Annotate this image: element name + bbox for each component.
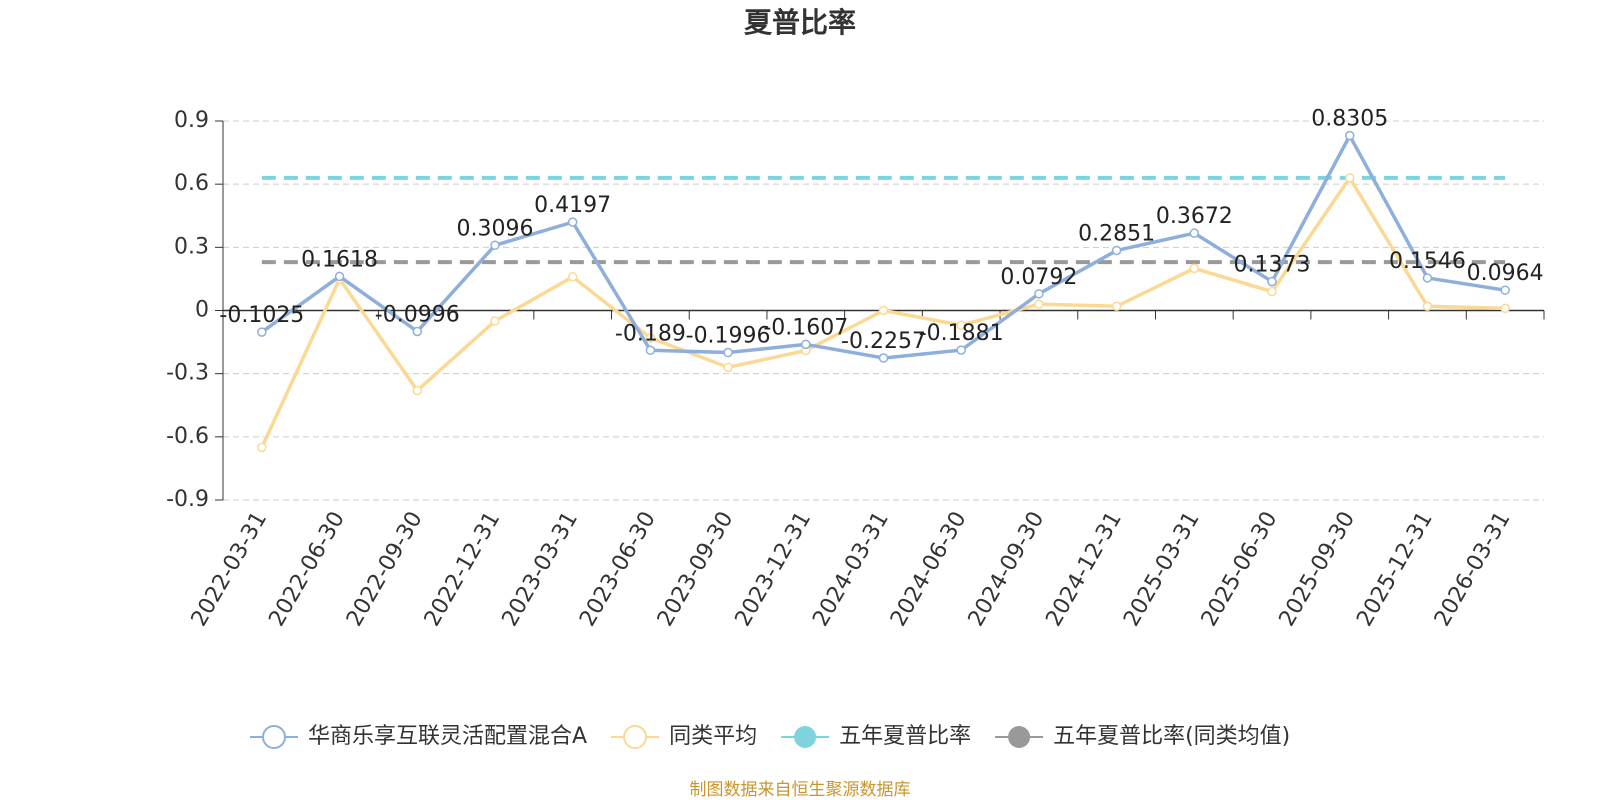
point: [490, 240, 500, 251]
point: [1344, 173, 1355, 183]
legend-item: 五年夏普比率(同类均值): [995, 724, 1290, 749]
point: [1267, 276, 1277, 287]
data-label: 0.1546: [1389, 249, 1466, 274]
point: [257, 442, 267, 453]
point: [1267, 286, 1277, 297]
y-tick-label: 0: [195, 298, 209, 323]
point: [1344, 130, 1355, 141]
point: [878, 353, 889, 363]
point: [956, 345, 966, 355]
point: [723, 362, 733, 373]
point: [1500, 303, 1510, 314]
data-label: 0.1373: [1234, 253, 1311, 278]
point: [412, 326, 423, 337]
data-label: -0.189: [615, 321, 686, 346]
data-label: -0.1881: [919, 321, 1004, 346]
legend-label: 五年夏普比率(同类均值): [1053, 724, 1290, 749]
data-label: 0.3096: [456, 216, 533, 241]
point: [1500, 285, 1510, 295]
legend-label: 华商乐享互联灵活配置混合A: [308, 724, 587, 749]
y-tick-label: 0.6: [174, 171, 209, 196]
x-tick-label: 2024-12-31: [1041, 508, 1127, 631]
data-label: 0.3672: [1156, 204, 1233, 229]
point: [801, 339, 811, 350]
point: [878, 305, 889, 316]
data-label: -0.1996: [686, 324, 771, 349]
y-tick-label: -0.3: [166, 361, 209, 386]
point: [257, 327, 267, 337]
data-label: -0.1025: [219, 303, 304, 328]
x-tick-label: 2022-03-31: [187, 508, 273, 631]
x-tick-label: 2024-03-31: [808, 508, 894, 631]
legend-label: 同类平均: [669, 724, 757, 749]
data-label: 0.0964: [1467, 261, 1544, 286]
point: [1111, 245, 1122, 256]
data-label: -0.0996: [375, 302, 460, 327]
point: [1422, 301, 1433, 312]
point: [490, 316, 500, 326]
x-tick-label: 2022-06-30: [264, 508, 350, 631]
data-label: 0.1618: [301, 247, 378, 272]
x-tick-label: 2023-03-31: [497, 508, 583, 631]
legend-item: 五年夏普比率: [781, 724, 971, 749]
legend-marker: [794, 726, 817, 748]
y-tick-label: 0.3: [174, 234, 209, 259]
point: [412, 385, 423, 396]
legend-marker: [1008, 726, 1031, 748]
point: [1422, 273, 1433, 283]
point: [645, 333, 656, 343]
x-tick-label: 2023-09-30: [653, 508, 739, 631]
x-tick-label: 2024-09-30: [964, 508, 1050, 631]
legend: 华商乐享互联灵活配置混合A 同类平均 五年夏普比率 五年夏普比率(同类均值): [250, 724, 1290, 749]
legend-marker: [262, 725, 286, 749]
point: [334, 271, 345, 282]
data-label: -0.1607: [763, 315, 848, 340]
x-tick-label: 2025-12-31: [1352, 508, 1438, 631]
data-label: 0.8305: [1311, 107, 1388, 132]
y-tick-label: -0.9: [166, 487, 209, 512]
point: [723, 347, 733, 358]
x-tick-label: 2023-12-31: [731, 508, 817, 631]
data-label: 0.4197: [534, 193, 611, 218]
point: [1189, 228, 1200, 238]
x-tick-label: 2024-06-30: [886, 507, 972, 630]
point: [645, 345, 656, 356]
legend-marker: [623, 725, 648, 749]
x-tick-label: 2025-06-30: [1197, 508, 1283, 631]
y-tick-label: 0.9: [174, 108, 209, 133]
point: [1034, 289, 1044, 299]
x-tick-label: 2025-03-31: [1119, 508, 1205, 631]
point: [567, 217, 578, 227]
x-tick-label: 2023-06-30: [575, 508, 661, 631]
chart-title: 夏普比率: [744, 6, 856, 39]
x-tick-label: 2022-09-30: [342, 508, 428, 631]
x-tick-label: 2026-03-31: [1430, 508, 1516, 631]
source-note: 制图数据来自恒生聚源数据库: [690, 780, 911, 800]
point: [1111, 301, 1122, 312]
data-label: 0.0792: [1000, 265, 1077, 290]
legend-label: 五年夏普比率: [839, 724, 971, 749]
point: [1189, 263, 1200, 274]
x-tick-label: 2022-12-31: [420, 508, 506, 631]
legend-item: 同类平均: [611, 724, 757, 749]
point: [1034, 299, 1044, 309]
data-label: -0.2257: [841, 329, 926, 354]
data-label: 0.2851: [1078, 221, 1155, 246]
point: [956, 320, 966, 330]
point: [567, 272, 578, 282]
legend-item: 华商乐享互联灵活配置混合A: [250, 724, 587, 749]
x-tick-label: 2025-09-30: [1275, 508, 1361, 631]
y-tick-label: -0.6: [166, 424, 209, 449]
